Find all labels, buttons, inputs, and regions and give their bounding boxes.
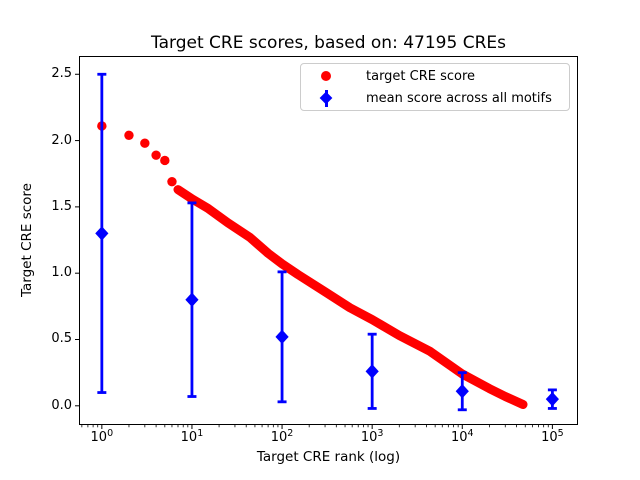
red-scatter-point bbox=[151, 150, 161, 160]
red-scatter-point bbox=[160, 155, 170, 166]
y-tick-label: 0.5 bbox=[51, 331, 72, 347]
red-scatter-point bbox=[140, 138, 150, 148]
x-tick-label: 103 bbox=[360, 428, 384, 445]
y-tick-label: 2.0 bbox=[51, 132, 72, 148]
legend: target CRE score mean score across all m… bbox=[300, 63, 570, 111]
legend-label: target CRE score bbox=[366, 68, 476, 84]
mean-diamond bbox=[275, 329, 289, 345]
mean-diamond bbox=[545, 391, 559, 407]
mean-diamond bbox=[95, 226, 109, 241]
red-scatter-band bbox=[173, 185, 528, 409]
x-tick-label: 102 bbox=[270, 428, 294, 445]
legend-marker-cell bbox=[301, 89, 351, 108]
legend-label: mean score across all motifs bbox=[366, 90, 552, 106]
red-scatter-point bbox=[124, 130, 134, 140]
y-tick-label: 2.5 bbox=[51, 66, 72, 82]
y-tick-label: 0.0 bbox=[51, 397, 72, 413]
mean-diamond bbox=[365, 364, 379, 379]
y-tick-label: 1.0 bbox=[51, 265, 72, 281]
mean-diamond bbox=[185, 292, 199, 307]
red-circle-icon bbox=[321, 71, 331, 81]
mean-diamond bbox=[455, 384, 469, 399]
x-tick-label: 101 bbox=[180, 428, 204, 445]
red-scatter-point bbox=[167, 176, 177, 187]
x-axis-label: Target CRE rank (log) bbox=[256, 449, 401, 465]
chart-title: Target CRE scores, based on: 47195 CREs bbox=[151, 33, 506, 53]
plot-spines bbox=[79, 56, 578, 425]
legend-entry-mean-score: mean score across all motifs bbox=[301, 87, 569, 109]
x-tick-label: 104 bbox=[450, 428, 474, 445]
blue-diamond-errorbar-icon bbox=[319, 89, 333, 108]
y-tick-label: 1.5 bbox=[51, 198, 72, 214]
legend-marker-cell bbox=[301, 71, 351, 81]
x-tick-label: 100 bbox=[90, 428, 114, 445]
legend-entry-target-score: target CRE score bbox=[301, 65, 569, 87]
x-tick-label: 105 bbox=[541, 428, 564, 445]
